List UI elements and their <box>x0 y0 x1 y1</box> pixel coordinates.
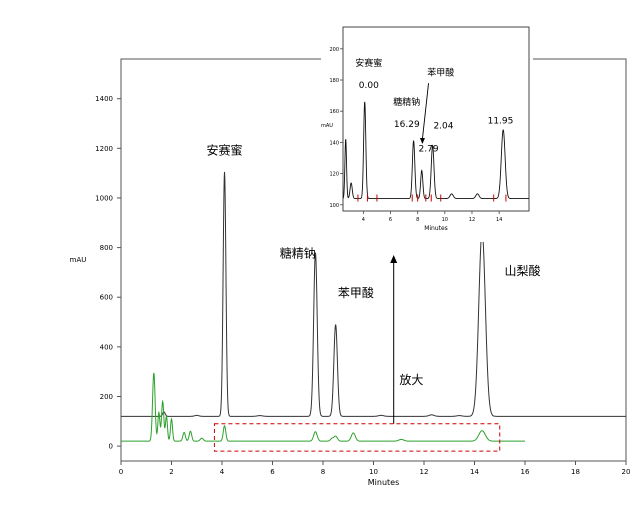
peak-annotation: 糖精钠 <box>280 246 316 261</box>
inset-y-tick-label: 100 <box>329 203 339 209</box>
x-tick-label: 8 <box>321 468 325 476</box>
inset-frame <box>342 26 530 212</box>
peak-annotation: 放大 <box>399 372 423 387</box>
inset-arrow-head <box>419 137 425 144</box>
inset-x-tick-label: 4 <box>362 217 365 223</box>
x-tick-label: 6 <box>270 468 275 476</box>
inset-peak-annotation: 0.00 <box>359 81 379 91</box>
x-tick-label: 18 <box>571 468 580 476</box>
series-line-2 <box>121 372 525 442</box>
inset-background <box>321 24 533 242</box>
inset-peak-annotation: 2.79 <box>419 145 439 155</box>
peak-annotation: 山梨酸 <box>504 263 540 278</box>
y-tick-label: 800 <box>100 244 113 252</box>
inset-y-tick-label: 160 <box>329 109 339 115</box>
y-tick-label: 1400 <box>95 95 113 103</box>
y-tick-label: 0 <box>109 443 113 451</box>
inset-peak-annotation: 苯甲酸 <box>427 66 454 78</box>
inset-x-axis-label: Minutes <box>424 225 448 232</box>
inset-peak-annotation: 11.95 <box>488 117 514 127</box>
inset-peak-annotation: 安赛蜜 <box>355 57 382 69</box>
inset-y-tick-label: 200 <box>329 47 339 53</box>
inset-plot: 4 6 8 10 12 14 100 120 140 160 180 200 Minutes mAU 安赛蜜… <box>321 24 533 242</box>
peak-annotation: 苯甲酸 <box>338 285 374 300</box>
inset-x-tick-label: 14 <box>496 217 502 223</box>
inset-x-tick-label: 6 <box>389 217 392 223</box>
inset-y-axis-label: mAU <box>321 123 333 129</box>
x-tick-label: 14 <box>470 468 479 476</box>
y-tick-label: 400 <box>100 343 113 351</box>
inset-x-tick-label: 12 <box>469 217 475 223</box>
inset-y-tick-label: 140 <box>329 140 339 146</box>
inset-peak-annotation: 糖精钠 <box>393 96 420 108</box>
inset-series-line-1 <box>342 101 529 199</box>
x-tick-label: 10 <box>369 468 378 476</box>
series-line-1 <box>121 171 626 417</box>
zoom-arrow-head <box>390 255 398 264</box>
y-tick-label: 1000 <box>95 194 113 202</box>
inset-peak-annotation: 16.29 <box>394 120 420 130</box>
inset-y-tick-label: 120 <box>329 172 339 178</box>
main-plot: 0 2 4 6 8 10 12 14 16 18 2002004006008001000120014… <box>70 58 631 487</box>
y-tick-label: 600 <box>100 294 113 302</box>
inset-arrow-line <box>421 83 429 139</box>
zoom-region-box <box>213 423 501 452</box>
inset-peak-annotation: 2.04 <box>433 121 453 131</box>
x-tick-label: 16 <box>521 468 530 476</box>
y-tick-label: 1200 <box>95 145 113 153</box>
x-tick-label: 4 <box>220 468 225 476</box>
x-tick-label: 0 <box>119 468 123 476</box>
x-tick-label: 20 <box>622 468 631 476</box>
inset-x-tick-label: 10 <box>442 217 448 223</box>
inset-y-tick-label: 180 <box>329 78 339 84</box>
inset-x-tick-label: 8 <box>416 217 419 223</box>
x-tick-label: 2 <box>169 468 173 476</box>
x-axis-label: Minutes <box>368 478 400 487</box>
x-tick-label: 12 <box>420 468 429 476</box>
y-axis-label: mAU <box>70 256 87 264</box>
peak-annotation: 安赛蜜 <box>207 143 243 158</box>
y-tick-label: 200 <box>100 393 113 401</box>
